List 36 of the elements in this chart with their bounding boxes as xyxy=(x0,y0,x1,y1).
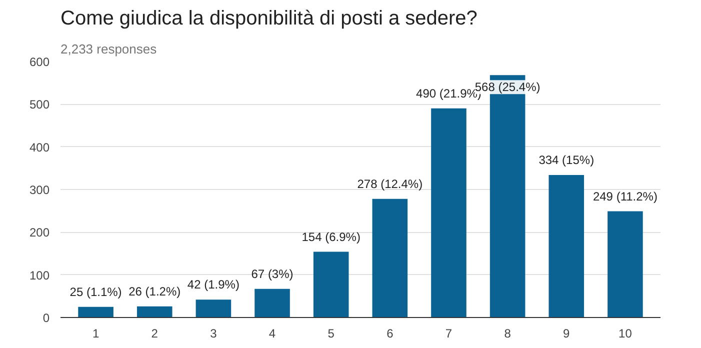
y-tick-label: 100 xyxy=(29,268,50,282)
bar xyxy=(136,306,172,318)
x-tick-label: 8 xyxy=(504,326,512,340)
x-tick-label: 9 xyxy=(563,326,570,340)
bar xyxy=(313,252,349,318)
data-label: 25 (1.1%) xyxy=(70,284,122,299)
data-label: 154 (6.9%) xyxy=(302,230,360,244)
x-tick-label: 6 xyxy=(386,326,394,340)
y-tick-label: 0 xyxy=(42,311,50,325)
y-tick-label: 300 xyxy=(29,183,50,197)
y-tick-label: 600 xyxy=(29,55,50,69)
bar xyxy=(548,174,584,318)
x-tick-label: 10 xyxy=(618,326,632,340)
bar xyxy=(372,198,408,318)
bar xyxy=(78,306,114,318)
data-label: 278 (12.4%) xyxy=(357,176,423,191)
chart-title: Come giudica la disponibilità di posti a sedere? xyxy=(60,8,478,30)
x-tick-label: 1 xyxy=(92,326,100,340)
bar xyxy=(431,108,466,318)
data-label: 26 (1.2%) xyxy=(128,284,181,298)
bar xyxy=(196,300,232,318)
y-tick-label: 500 xyxy=(29,98,50,112)
x-tick-label: 3 xyxy=(210,326,218,340)
bar xyxy=(254,288,290,318)
x-tick-label: 7 xyxy=(445,326,452,340)
y-tick-label: 400 xyxy=(29,140,50,154)
data-label: 334 (15%) xyxy=(538,152,594,167)
chart-subtitle: 2,233 responses xyxy=(60,42,158,56)
bar xyxy=(608,211,643,318)
data-label: 42 (1.9%) xyxy=(187,278,240,292)
data-label: 249 (11.2%) xyxy=(592,189,658,204)
y-tick-label: 200 xyxy=(29,226,50,240)
x-tick-label: 4 xyxy=(268,326,276,340)
x-tick-label: 2 xyxy=(151,326,158,340)
x-tick-label: 5 xyxy=(328,326,335,340)
data-label: 67 (3%) xyxy=(251,266,294,281)
